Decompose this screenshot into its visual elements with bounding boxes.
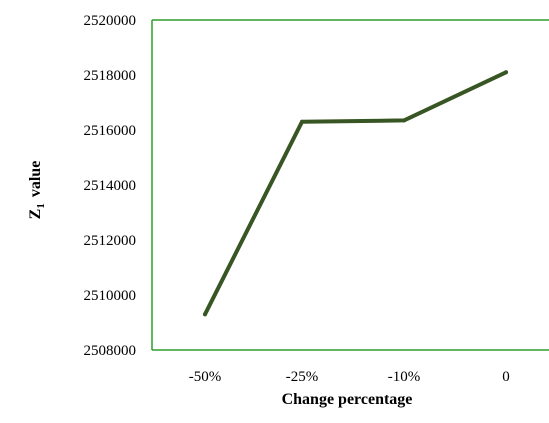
y-axis-title-subscript: 1 <box>35 203 47 209</box>
y-axis-title-suffix: value <box>27 161 44 197</box>
y-tick-label: 2508000 <box>84 343 137 359</box>
series-line-1 <box>203 70 508 317</box>
y-tick-label: 2518000 <box>84 68 137 84</box>
x-tick-label: -10% <box>388 369 421 385</box>
y-tick-label: 2516000 <box>84 123 137 139</box>
series-layer <box>203 70 508 317</box>
tick-label-layer: 2508000 2510000 2512000 2514000 2516000 25180… <box>84 13 510 385</box>
x-tick-label: 0 <box>502 369 510 385</box>
data-point <box>504 70 508 75</box>
data-point <box>402 118 406 123</box>
y-axis-title: Z1 value <box>27 161 47 220</box>
data-point <box>203 312 207 317</box>
y-tick-label: 2520000 <box>84 13 137 29</box>
x-tick-label: -25% <box>286 369 319 385</box>
y-tick-label: 2512000 <box>84 233 137 249</box>
y-tick-label: 2514000 <box>84 178 137 194</box>
y-tick-label: 2510000 <box>84 288 137 304</box>
x-axis-title: Change percentage <box>282 391 413 408</box>
data-point <box>300 119 304 124</box>
y-axis-title-main: Z <box>27 209 44 220</box>
x-tick-label: -50% <box>189 369 222 385</box>
plot-frame-layer <box>151 19 549 351</box>
